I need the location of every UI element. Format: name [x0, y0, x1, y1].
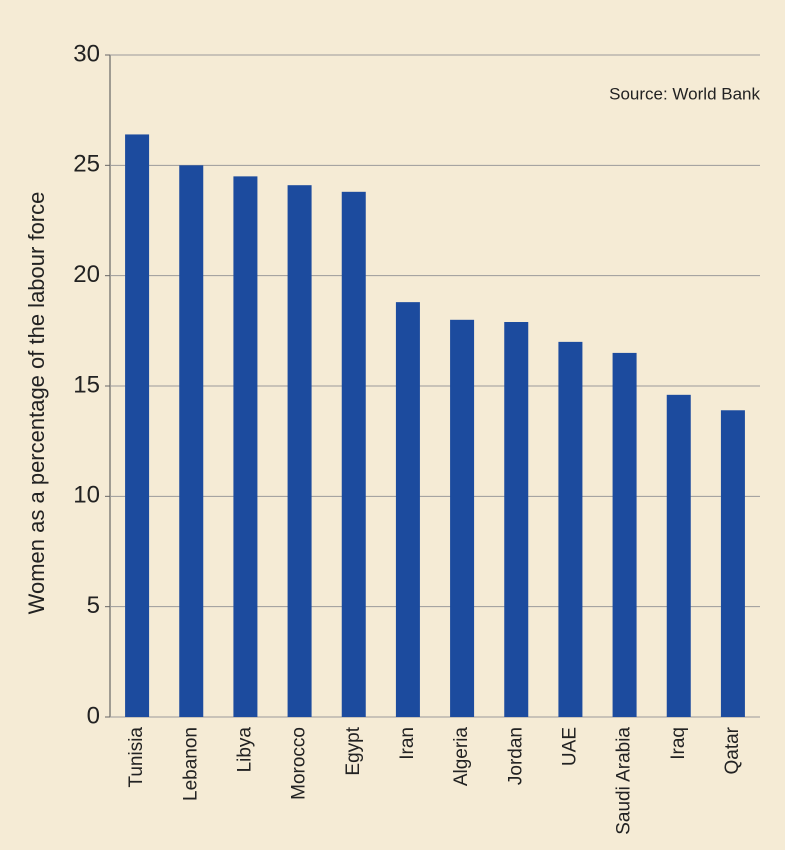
- bar: [666, 394, 691, 717]
- y-tick-label: 5: [87, 592, 100, 619]
- bar: [558, 341, 583, 717]
- x-tick-label: Egypt: [343, 726, 364, 775]
- x-tick-label: Qatar: [722, 726, 743, 774]
- y-tick-label: 0: [87, 702, 100, 729]
- bar: [233, 176, 258, 717]
- y-tick-label: 15: [73, 371, 100, 398]
- bar: [125, 134, 150, 717]
- y-axis-label: Women as a percentage of the labour forc…: [24, 192, 49, 615]
- x-tick-label: UAE: [559, 727, 580, 766]
- x-tick-label: Saudi Arabia: [614, 727, 635, 835]
- x-tick-label: Iraq: [668, 727, 689, 760]
- y-tick-label: 25: [73, 151, 100, 178]
- x-tick-label: Jordan: [505, 727, 526, 785]
- x-tick-label: Lebanon: [180, 727, 201, 801]
- bar: [450, 319, 475, 717]
- x-tick-label: Libya: [234, 727, 255, 773]
- source-annotation: Source: World Bank: [609, 84, 760, 103]
- y-tick-label: 30: [73, 40, 100, 67]
- bar: [341, 191, 366, 717]
- x-tick-label: Algeria: [451, 727, 472, 787]
- bar: [612, 352, 637, 717]
- bar: [287, 185, 312, 717]
- x-tick-label: Iran: [397, 727, 418, 760]
- bar: [504, 322, 529, 717]
- bar: [179, 165, 204, 718]
- bar: [720, 410, 745, 717]
- y-tick-label: 20: [73, 261, 100, 288]
- y-tick-label: 10: [73, 482, 100, 509]
- x-tick-label: Tunisia: [126, 727, 147, 788]
- bar: [395, 302, 420, 717]
- x-tick-label: Morocco: [289, 727, 310, 800]
